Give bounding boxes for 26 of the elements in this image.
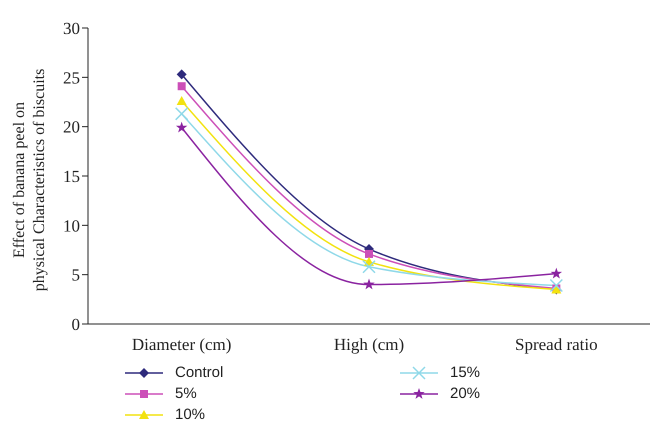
legend-label: 20%: [450, 385, 480, 402]
point: [174, 107, 188, 121]
x-tick-label: Diameter (cm): [132, 335, 232, 354]
x-tick-label: High (cm): [334, 335, 404, 354]
point: [178, 82, 186, 90]
y-tick-label: 15: [63, 167, 80, 186]
y-axis-title: Effect of banana peel on physical Characteristics of biscuits: [11, 68, 48, 292]
legend-label: Control: [175, 364, 224, 381]
point: [176, 122, 188, 133]
point: [365, 250, 373, 258]
point: [176, 96, 187, 106]
y-tick-label: 20: [63, 118, 80, 137]
legend-label: 15%: [450, 364, 480, 381]
point: [362, 260, 376, 274]
y-tick-label: 30: [63, 19, 80, 38]
y-tick-label: 10: [63, 216, 80, 236]
legend-label: 10%: [175, 406, 206, 423]
y-tick-label: 25: [63, 68, 80, 88]
point: [550, 278, 564, 292]
y-tick-label: 5: [72, 266, 80, 285]
y-tick-label: 0: [72, 315, 80, 334]
point: [550, 268, 562, 279]
x-tick-label: Spread ratio: [515, 335, 598, 354]
legend-label: 5%: [175, 385, 197, 402]
point: [363, 278, 375, 290]
point: [176, 69, 187, 80]
